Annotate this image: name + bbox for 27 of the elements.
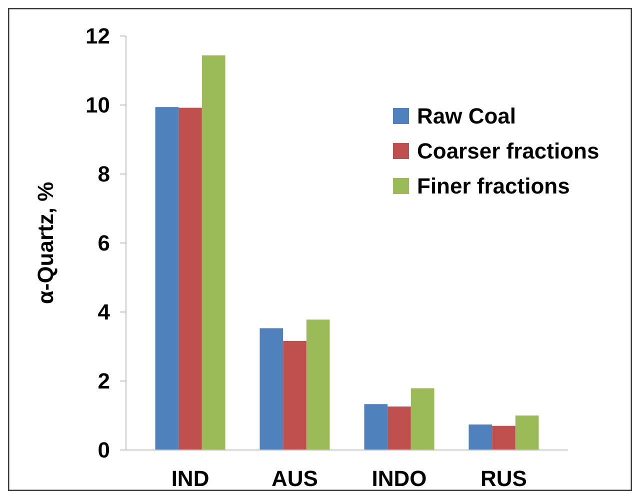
bar: [410, 388, 434, 450]
y-axis-title: α-Quartz, %: [33, 182, 58, 304]
bar: [260, 328, 284, 450]
legend-label: Finer fractions: [417, 174, 570, 199]
x-tick-label: RUS: [480, 466, 527, 491]
y-tick-label: 0: [98, 438, 110, 463]
legend-label: Coarser fractions: [417, 138, 600, 164]
bar: [468, 424, 492, 450]
bar: [306, 320, 330, 450]
y-tick-label: 10: [86, 92, 110, 118]
bar: [515, 416, 539, 450]
bar: [202, 55, 226, 450]
y-tick-label: 4: [98, 300, 111, 325]
legend-label: Raw Coal: [417, 104, 516, 129]
y-tick-label: 6: [98, 230, 110, 256]
y-tick-label: 12: [86, 24, 110, 49]
y-tick-label: 8: [98, 162, 110, 187]
y-tick-label: 2: [98, 368, 110, 394]
bar: [388, 406, 411, 450]
bar: [364, 404, 388, 450]
x-tick-label: IND: [171, 466, 210, 491]
x-tick-label: INDO: [372, 466, 427, 491]
bar: [283, 340, 306, 450]
bar: [155, 107, 179, 450]
x-tick-label: AUS: [272, 466, 318, 491]
bar: [178, 108, 202, 450]
bar: [492, 426, 516, 450]
